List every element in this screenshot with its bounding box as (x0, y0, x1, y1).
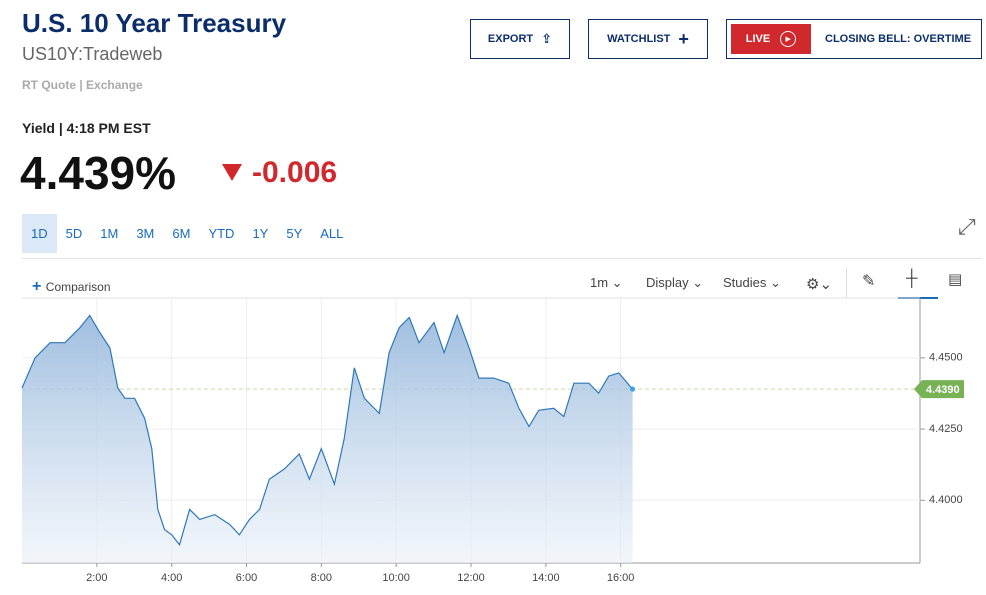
x-tick-label: 14:00 (532, 572, 560, 584)
comparison-button[interactable]: + Comparison (32, 278, 111, 296)
y-tick-label: 4.4250 (929, 423, 963, 435)
range-tab[interactable]: ALL (320, 226, 344, 241)
live-badge: LIVE ▶ (731, 24, 811, 54)
x-tick-label: 2:00 (86, 572, 107, 584)
display-label: Display (646, 275, 689, 290)
export-icon: ⇪ (541, 31, 553, 46)
export-label: EXPORT (487, 33, 534, 45)
interval-button[interactable]: 1m ⌄ (590, 275, 623, 290)
x-tick-label: 16:00 (607, 572, 635, 584)
symbol: US10Y:Tradeweb (22, 44, 163, 64)
last-value-label: 4.4390 (926, 384, 960, 396)
last-value-tag (914, 380, 964, 399)
range-tab[interactable]: YTD (208, 226, 235, 241)
range-tab[interactable]: 5Y (286, 226, 303, 241)
x-tick-label: 4:00 (161, 572, 182, 584)
x-tick-label: 10:00 (382, 572, 410, 584)
last-price: 4.439% (20, 147, 177, 199)
expand-icon[interactable]: ⤢ (958, 214, 976, 239)
live-button[interactable]: LIVE ▶ CLOSING BELL: OVERTIME (726, 19, 982, 59)
range-tab[interactable]: 1Y (252, 226, 269, 241)
area-fill (22, 315, 633, 563)
quote-label: Yield | 4:18 PM EST (22, 120, 151, 136)
comment-icon[interactable]: ▤ (948, 271, 963, 288)
last-point (630, 386, 636, 392)
range-tab[interactable]: 1D (22, 214, 57, 253)
live-label: LIVE (745, 33, 771, 45)
program-label: CLOSING BELL: OVERTIME (825, 33, 972, 45)
x-tick-label: 6:00 (236, 572, 257, 584)
y-tick-label: 4.4500 (929, 352, 963, 364)
title: U.S. 10 Year Treasury (22, 8, 287, 38)
export-button[interactable]: EXPORT ⇪ (470, 19, 570, 59)
interval-label: 1m (590, 275, 609, 290)
play-icon: ▶ (780, 31, 797, 47)
watchlist-label: WATCHLIST (607, 33, 671, 45)
price-change: -0.006 (252, 156, 338, 189)
source: RT Quote | Exchange (22, 78, 143, 92)
divider (22, 258, 982, 259)
down-arrow (222, 164, 242, 181)
range-tab[interactable]: 3M (136, 226, 155, 241)
display-button[interactable]: Display ⌄ (646, 275, 704, 290)
x-tick-label: 12:00 (457, 572, 485, 584)
settings-icon[interactable]: ⚙⌄ (806, 276, 833, 293)
crosshair-icon[interactable]: ┼ (906, 270, 918, 287)
y-tick-label: 4.4000 (929, 494, 963, 506)
price-line (21, 313, 634, 547)
range-tab[interactable]: 6M (172, 226, 191, 241)
studies-button[interactable]: Studies ⌄ (723, 275, 781, 290)
studies-label: Studies (723, 275, 767, 290)
range-tabs: 1D 5D 1M 3M 6M YTD 1Y 5Y ALL (22, 214, 352, 253)
plus-icon: + (32, 278, 46, 295)
plus-icon: + (678, 28, 689, 49)
watchlist-button[interactable]: WATCHLIST + (588, 19, 708, 59)
draw-icon[interactable]: ✎ (862, 273, 876, 290)
x-tick-label: 8:00 (311, 572, 332, 584)
range-tab[interactable]: 5D (65, 226, 83, 241)
divider (846, 268, 847, 298)
comparison-label: Comparison (45, 280, 111, 294)
range-tab[interactable]: 1M (100, 226, 119, 241)
